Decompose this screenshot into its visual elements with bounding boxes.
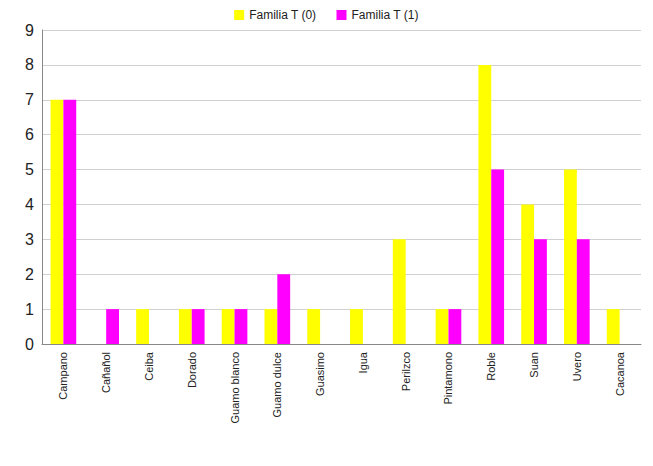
svg-text:9: 9 [25,22,34,39]
svg-text:1: 1 [25,301,34,318]
svg-text:8: 8 [25,56,34,73]
svg-text:4: 4 [25,196,34,213]
svg-text:Igua: Igua [357,351,369,373]
svg-text:0: 0 [25,336,34,353]
svg-text:6: 6 [25,126,34,143]
svg-text:Pintamono: Pintamono [442,352,454,405]
svg-text:Campano: Campano [57,352,69,400]
svg-text:7: 7 [25,91,34,108]
svg-text:Ceiba: Ceiba [143,351,155,381]
svg-text:Perilzco: Perilzco [400,352,412,391]
svg-text:3: 3 [25,231,34,248]
svg-text:Guamo blanco: Guamo blanco [229,352,241,424]
svg-text:Familia T (0): Familia T (0) [249,8,316,22]
svg-text:Dorado: Dorado [186,352,198,388]
svg-text:Uvero: Uvero [571,352,583,381]
svg-text:5: 5 [25,161,34,178]
svg-text:Roble: Roble [485,352,497,381]
svg-text:Cañañol: Cañañol [100,352,112,393]
svg-text:Cacanoa: Cacanoa [614,351,626,396]
svg-text:2: 2 [25,266,34,283]
svg-text:Guamo dulce: Guamo dulce [271,352,283,417]
svg-text:Familia T (1): Familia T (1) [352,8,419,22]
svg-text:Suan: Suan [528,352,540,378]
svg-text:Guasimo: Guasimo [314,352,326,396]
